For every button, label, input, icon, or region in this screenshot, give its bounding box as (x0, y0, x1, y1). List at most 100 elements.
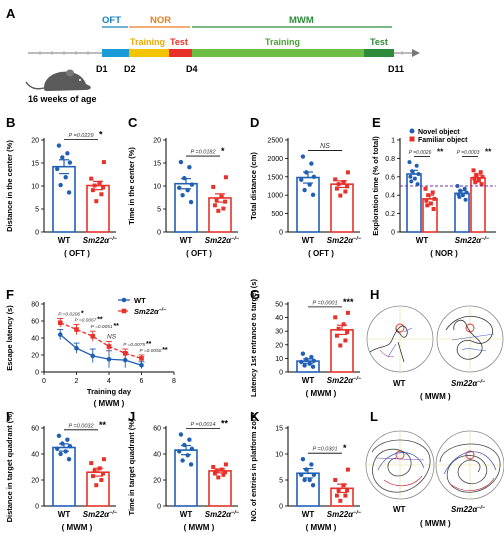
data-point (345, 170, 350, 175)
panel-letter-i: I (6, 409, 10, 424)
y-tick-label: 15 (275, 426, 283, 433)
track-wt-l (365, 430, 435, 500)
y-tick-label: 60 (153, 426, 161, 433)
data-point (74, 345, 79, 351)
data-point (345, 467, 350, 472)
panel-letter-k: K (250, 409, 260, 424)
p-value: P =0.0067 (75, 317, 97, 323)
data-point (89, 461, 94, 466)
data-point (187, 437, 192, 442)
data-point (428, 201, 433, 206)
nor-label: NOR (150, 15, 171, 26)
timeline-ticks (39, 51, 403, 55)
data-point (223, 470, 228, 475)
y-tick-label: 20 (275, 342, 283, 349)
track-panel-h: H WT Sm22α−/− ( MWM ) (366, 287, 504, 401)
test-label: ( MWM ) (62, 523, 93, 532)
data-point (101, 457, 106, 462)
data-point (302, 363, 307, 368)
nor-test-segment (169, 49, 192, 57)
data-point (97, 180, 102, 185)
data-point (460, 193, 465, 198)
data-point (408, 174, 413, 179)
day-label-d4: D4 (186, 64, 198, 74)
data-point (177, 449, 182, 454)
data-point (55, 166, 60, 172)
data-point (90, 188, 95, 193)
day-label-d2: D2 (124, 64, 136, 74)
legend-label-familiar: Familiar object (418, 137, 468, 144)
data-point (178, 432, 184, 437)
mwm-training-label: Training (265, 37, 300, 47)
data-point (412, 176, 417, 181)
data-point (478, 170, 483, 175)
data-point (101, 185, 106, 190)
y-axis-label: NO. of entries in platform zone (249, 412, 258, 521)
data-point (464, 190, 469, 195)
significance-stars: ** (99, 420, 107, 430)
series-line (59, 322, 142, 360)
y-tick-label: 0 (391, 230, 395, 237)
data-point (63, 449, 68, 454)
data-point (473, 180, 478, 185)
y-tick-label: 60 (31, 426, 39, 433)
p-value: P =0.0075 (123, 342, 145, 348)
y-tick-label: 40 (275, 315, 283, 322)
data-point (122, 357, 128, 363)
data-point (216, 208, 221, 213)
data-point (63, 175, 68, 180)
significance-stars: * (81, 310, 84, 317)
timeline-arrowhead (412, 49, 420, 57)
data-point (307, 361, 312, 366)
data-point (307, 182, 312, 187)
x-tick-label: 4 (107, 378, 111, 385)
panel-letter-h: H (370, 287, 379, 302)
bar (52, 446, 76, 507)
data-point (189, 182, 195, 187)
y-tick-label: 20 (153, 478, 161, 485)
track-wt-label: WT (393, 505, 406, 514)
data-point (65, 151, 70, 156)
swim-path (439, 443, 501, 493)
significance-stars: ** (162, 347, 168, 354)
significance-stars: * (221, 146, 225, 156)
y-tick-label: 0.2 (385, 211, 395, 218)
data-point (122, 351, 128, 356)
p-value: P =0.0182 (190, 150, 215, 156)
data-point (341, 322, 346, 327)
track-wt-label: WT (393, 379, 406, 388)
data-point (333, 177, 338, 182)
legend-marker-novel (409, 128, 415, 134)
y-tick-label: 0 (35, 370, 39, 377)
data-point (178, 159, 184, 165)
data-point (139, 362, 144, 368)
data-point (341, 179, 346, 184)
nor-training-segment (129, 49, 169, 57)
swim-path (445, 316, 493, 360)
data-point (92, 468, 97, 473)
data-point (345, 310, 350, 315)
legend-marker-familiar (409, 136, 415, 142)
y-axis-label: Distance in target quadrant (%) (5, 411, 14, 522)
data-point (66, 190, 72, 195)
tick-label-ko: Sm22α−/− (327, 376, 362, 385)
y-tick-label: 0.8 (385, 156, 395, 163)
y-axis-label: Time in the center (%) (127, 147, 136, 225)
data-point (58, 451, 63, 457)
data-point (309, 354, 314, 360)
chart-j: 0 20 40 60 Time in target quadrant (%)J WT Sm2… (127, 409, 240, 532)
data-point (462, 186, 467, 191)
significance-stars: ** (146, 341, 152, 348)
significance-stars: ** (113, 323, 119, 330)
legend-label-wt: WT (134, 296, 146, 305)
data-point (334, 493, 339, 498)
data-point (219, 194, 224, 199)
test-label: ( MWM ) (184, 523, 215, 532)
mwm-test-label: Test (370, 37, 388, 47)
legend-marker-wt (121, 297, 127, 303)
test-label: ( MWM ) (306, 389, 337, 398)
p-value: P =0.0051 (91, 324, 113, 330)
y-tick-label: 0.6 (385, 174, 395, 181)
data-point (299, 359, 304, 365)
